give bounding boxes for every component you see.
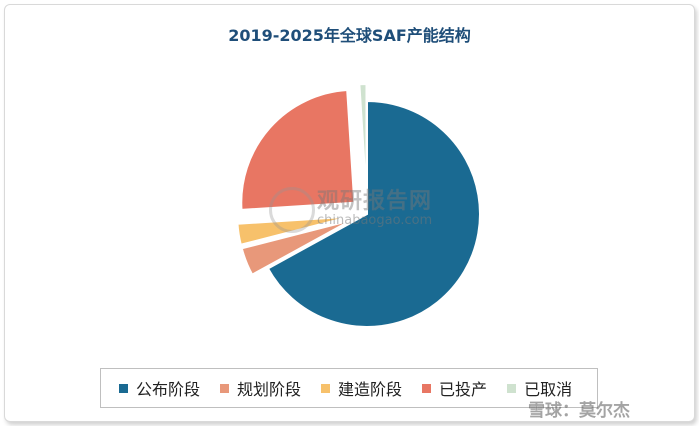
pie-slice-4 [358, 83, 368, 198]
legend-swatch [507, 383, 517, 393]
legend-swatch [422, 383, 432, 393]
legend-label: 已投产 [439, 380, 488, 399]
pie-slice-3 [240, 88, 356, 211]
legend: 公布阶段 规划阶段 建造阶段 已投产 已取消 [100, 368, 598, 408]
pie-slice-1 [240, 219, 352, 277]
watermark-brand: 观研报告网 [317, 189, 433, 214]
legend-label: 公布阶段 [136, 380, 201, 399]
chart-card [4, 4, 695, 422]
chart-title: 2019-2025年全球SAF产能结构 [228, 26, 471, 45]
legend-label: 已取消 [524, 380, 573, 399]
legend-item-2: 建造阶段 [321, 376, 402, 400]
watermark-logo-icon [269, 187, 315, 233]
legend-item-0: 公布阶段 [119, 376, 200, 400]
legend-item-1: 规划阶段 [220, 376, 301, 400]
corner-mark: 雪球：莫尔杰 [528, 401, 630, 421]
legend-swatch [220, 383, 230, 393]
legend-item-3: 已投产 [422, 376, 487, 400]
legend-item-4: 已取消 [507, 376, 572, 400]
legend-label: 规划阶段 [237, 380, 302, 399]
legend-label: 建造阶段 [338, 380, 403, 399]
pie-slice-0 [266, 99, 481, 328]
legend-swatch [119, 383, 128, 393]
legend-swatch [321, 383, 331, 393]
watermark-url: chinabaogao.com [317, 213, 433, 228]
watermark: 观研报告网 chinabaogao.com [255, 183, 455, 233]
